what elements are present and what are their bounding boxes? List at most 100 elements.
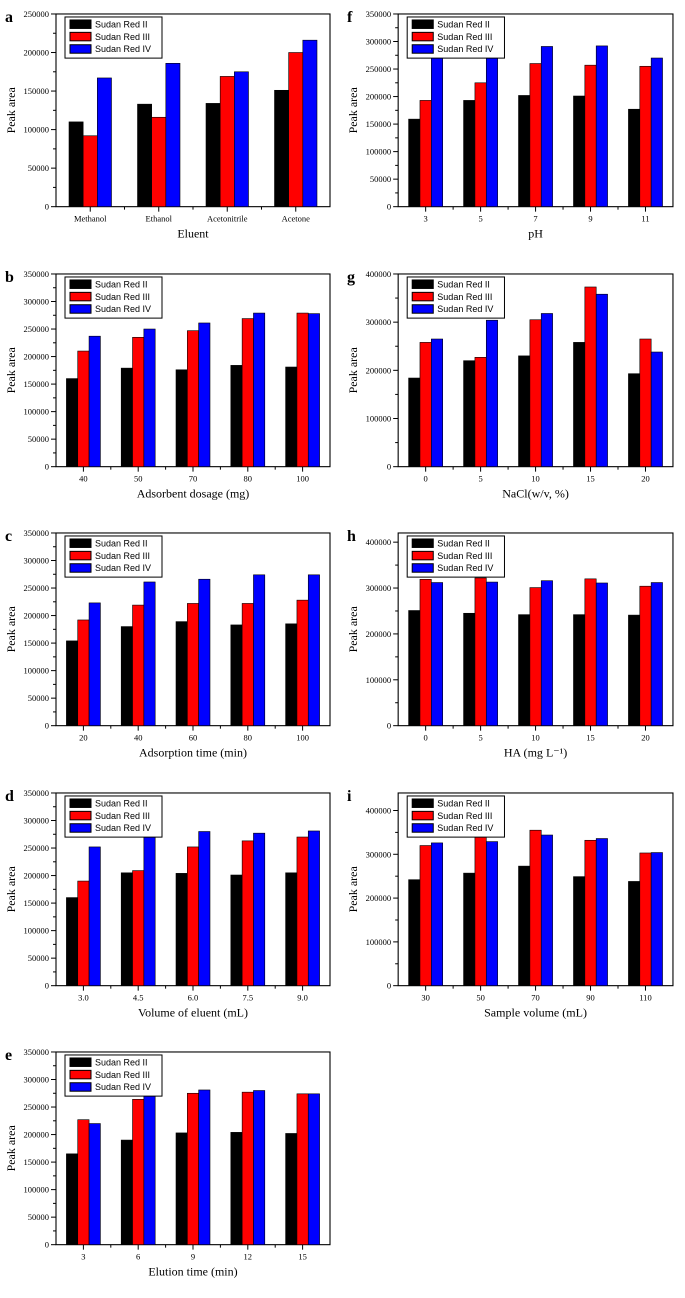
x-tick-label: 3.0 xyxy=(78,992,89,1002)
y-tick-label: 200000 xyxy=(366,629,392,639)
panel-letter-g: g xyxy=(347,269,355,286)
x-tick-label: 4.5 xyxy=(133,992,144,1002)
x-tick-label: 20 xyxy=(641,473,650,483)
x-axis-label: Adsorption time (min) xyxy=(139,746,247,760)
y-tick-label: 50000 xyxy=(28,693,49,703)
bar-g-series1-cat5 xyxy=(628,372,641,467)
bar-g-series2-cat3 xyxy=(529,319,542,467)
legend-swatch-3 xyxy=(69,823,92,833)
panel-g: g 0 100000 200000 300000 400000 0 5 10 15 20 Sudan … xyxy=(342,260,685,520)
legend-swatch-3 xyxy=(69,303,92,314)
bar-i-series2-cat1 xyxy=(419,845,432,986)
bar-g-series2-cat4 xyxy=(584,286,597,467)
y-tick-label: 50000 xyxy=(370,174,391,184)
legend-label-2: Sudan Red III xyxy=(437,811,492,821)
bar-g-series2-cat5 xyxy=(639,338,652,467)
bar-h-series1-cat2 xyxy=(463,613,476,727)
bar-f-series1-cat5 xyxy=(628,108,641,207)
bar-a-series2-cat2 xyxy=(151,116,167,207)
y-tick-label: 150000 xyxy=(24,1157,49,1167)
bar-g-series2-cat2 xyxy=(474,356,487,467)
y-tick-label: 0 xyxy=(45,461,49,471)
x-tick-label: 60 xyxy=(189,733,197,743)
y-tick-label: 0 xyxy=(45,980,49,990)
bar-d-series1-cat4 xyxy=(230,874,243,986)
legend-swatch-1 xyxy=(411,19,434,29)
x-tick-label: 40 xyxy=(79,473,87,483)
legend-label-1: Sudan Red II xyxy=(95,279,147,289)
y-tick-label: 100000 xyxy=(24,1185,49,1195)
x-tick-label: 100 xyxy=(296,733,309,743)
x-axis-label: Elution time (min) xyxy=(148,1265,237,1279)
bar-f-series3-cat2 xyxy=(485,55,498,207)
bar-g-series1-cat1 xyxy=(408,377,421,467)
legend-label-3: Sudan Red IV xyxy=(95,563,151,573)
bar-f-series3-cat5 xyxy=(650,57,663,207)
figure-column-left: a 0 50000 100000 150000 200000 250000 Methanol E… xyxy=(0,0,342,1298)
bar-a-series1-cat3 xyxy=(205,103,221,207)
bar-i-series2-cat2 xyxy=(474,831,487,986)
bar-a-series2-cat4 xyxy=(288,52,304,207)
legend-label-1: Sudan Red II xyxy=(437,798,490,808)
bar-f-series2-cat4 xyxy=(584,64,597,207)
bar-g-series1-cat3 xyxy=(518,355,531,467)
y-axis-label: Peak area xyxy=(4,1125,18,1172)
legend-swatch-2 xyxy=(411,551,434,561)
chart-c: c 0 50000 100000 150000 200000 250000 300000 350… xyxy=(4,528,331,760)
bar-b-series3-cat4 xyxy=(253,312,266,467)
bar-e-series1-cat2 xyxy=(120,1140,133,1246)
y-axis-label: Peak area xyxy=(346,606,360,653)
bar-f-series3-cat3 xyxy=(540,46,553,207)
legend-label-2: Sudan Red III xyxy=(95,32,150,42)
y-tick-label: 150000 xyxy=(24,638,49,648)
bar-d-series2-cat2 xyxy=(132,870,145,986)
x-axis-label: Eluent xyxy=(177,227,209,241)
y-tick-label: 200000 xyxy=(24,611,49,621)
bar-b-series1-cat5 xyxy=(285,366,298,467)
bar-c-series1-cat5 xyxy=(285,623,298,727)
bar-f-series1-cat2 xyxy=(463,100,476,207)
bar-d-series2-cat4 xyxy=(241,840,254,986)
bar-c-series2-cat1 xyxy=(77,619,90,727)
x-axis-label: HA (mg L⁻¹) xyxy=(504,746,567,760)
x-tick-label: 80 xyxy=(244,473,252,483)
bar-e-series1-cat5 xyxy=(285,1133,298,1246)
panel-letter-f: f xyxy=(347,9,353,26)
x-tick-label: 6.0 xyxy=(188,992,199,1002)
bar-d-series3-cat1 xyxy=(88,846,101,986)
bar-i-series2-cat3 xyxy=(529,829,542,986)
bar-f-series2-cat1 xyxy=(419,100,432,207)
legend-swatch-3 xyxy=(411,303,434,314)
bar-e-series1-cat4 xyxy=(230,1132,243,1246)
legend-label-2: Sudan Red III xyxy=(437,32,492,42)
bar-b-series3-cat2 xyxy=(143,328,156,467)
x-tick-label: 10 xyxy=(531,733,540,743)
legend-swatch-1 xyxy=(411,538,434,549)
bar-d-series3-cat2 xyxy=(143,834,156,986)
x-tick-label: Methanol xyxy=(74,214,107,224)
bar-h-series2-cat4 xyxy=(584,578,597,727)
legend-swatch-3 xyxy=(411,823,434,833)
bar-c-series1-cat2 xyxy=(120,626,133,727)
panel-c: c 0 50000 100000 150000 200000 250000 300000 350… xyxy=(0,519,342,779)
bar-b-series3-cat5 xyxy=(307,312,320,467)
legend-swatch-3 xyxy=(69,1082,92,1093)
y-tick-label: 100000 xyxy=(24,666,49,676)
y-axis-label: Peak area xyxy=(4,87,18,134)
y-tick-label: 150000 xyxy=(24,898,49,908)
x-tick-label: 70 xyxy=(531,992,540,1002)
x-tick-label: 12 xyxy=(244,1252,252,1262)
y-tick-label: 0 xyxy=(387,980,391,990)
bar-f-series1-cat3 xyxy=(518,95,531,207)
bar-h-series1-cat5 xyxy=(628,614,641,727)
panel-b: b 0 50000 100000 150000 200000 250000 300000 350… xyxy=(0,260,342,520)
legend-swatch-1 xyxy=(69,19,92,29)
legend-swatch-3 xyxy=(69,44,92,54)
bar-f-series3-cat4 xyxy=(595,45,608,207)
panel-h: h 0 100000 200000 300000 400000 0 5 10 15 20 Sudan … xyxy=(342,519,685,779)
bar-h-series2-cat5 xyxy=(639,586,652,727)
bar-c-series2-cat3 xyxy=(187,603,199,727)
figure-column-right: f 0 50000 100000 150000 200000 250000 300000 350… xyxy=(342,0,685,1298)
y-tick-label: 200000 xyxy=(24,351,49,361)
x-tick-label: 5 xyxy=(478,473,482,483)
